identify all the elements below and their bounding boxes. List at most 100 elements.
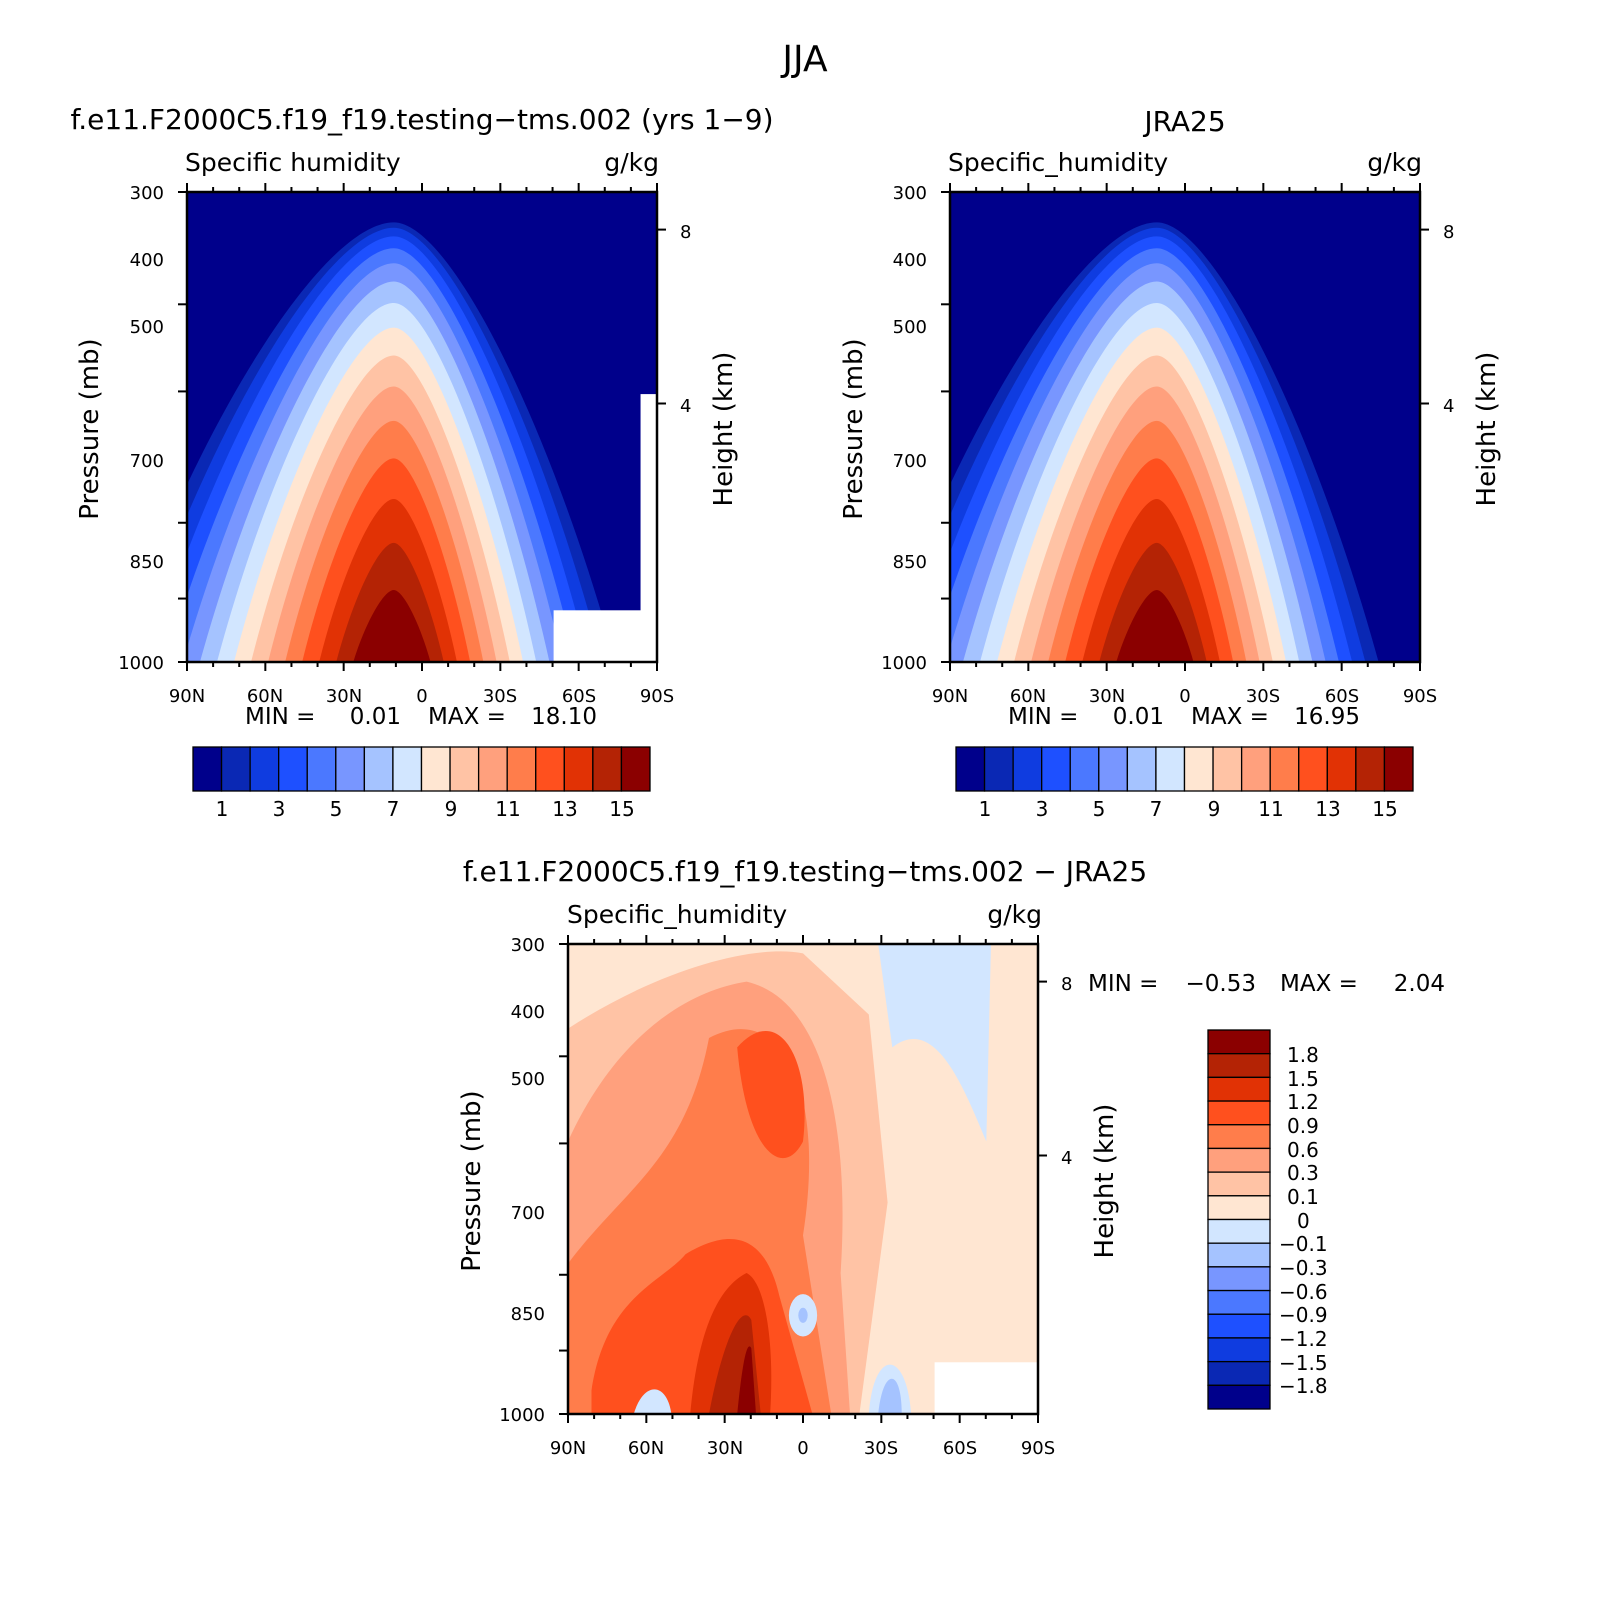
colorbar-swatch-10 (1207, 1266, 1271, 1292)
obs-p-label-500: 500 (893, 317, 927, 338)
obs-cb-label-11: 11 (1258, 797, 1283, 821)
missing-data-mask (934, 1362, 1038, 1414)
contour-band-neg0.1-north (633, 1389, 672, 1414)
obs-cb-label-7: 7 (1150, 797, 1163, 821)
colorbar-swatch-9 (1207, 1242, 1271, 1268)
colorbar-swatch-10 (477, 746, 508, 792)
diff-cb-label-0: 0 (1297, 1209, 1310, 1233)
model-lat-label-0: 0 (416, 686, 427, 707)
diff-cb-label-0.6: 0.6 (1287, 1138, 1319, 1162)
colorbar-swatch-11 (1269, 746, 1300, 792)
obs-variable-label: Specific_humidity (948, 148, 1168, 177)
diff-lat-label-60n: 60N (628, 1438, 664, 1459)
diff-ylabel: Pressure (mb) (457, 1090, 487, 1271)
obs-lat-label-90n: 90N (932, 686, 968, 707)
colorbar-swatch-12 (1207, 1313, 1271, 1339)
diff-cb-label-neg0.6: −0.6 (1279, 1280, 1328, 1304)
colorbar-swatch-8 (1183, 746, 1214, 792)
colorbar-swatch-11 (1207, 1289, 1271, 1315)
obs-h-label-8: 8 (1443, 222, 1454, 243)
obs-cb-label-15: 15 (1372, 797, 1397, 821)
model-cb-label-3: 3 (273, 797, 286, 821)
diff-p-label-400: 400 (511, 1002, 545, 1023)
panel-obs: Specific_humidity g/kg Pressure (mb) Hei… (839, 148, 1502, 821)
obs-axis-ticks (941, 183, 1429, 671)
diff-p-label-850: 850 (511, 1304, 545, 1325)
diff-lat-label-0: 0 (797, 1438, 808, 1459)
colorbar-swatch-14 (1207, 1360, 1271, 1386)
model-axis-ticks (178, 183, 666, 671)
figure-title: JJA (780, 39, 828, 80)
diff-contour-fill (568, 944, 1038, 1414)
obs-p-label-850: 850 (893, 552, 927, 573)
model-p-label-500: 500 (130, 317, 164, 338)
diff-cb-label-neg0.3: −0.3 (1279, 1256, 1328, 1280)
diff-lat-label-30s: 30S (864, 1438, 898, 1459)
obs-p-label-400: 400 (893, 250, 927, 271)
colorbar-swatch-6 (1126, 746, 1157, 792)
diff-y2label: Height (km) (1090, 1104, 1120, 1259)
diff-min-label: MIN = (1088, 971, 1158, 997)
panel-title-diff: f.e11.F2000C5.f19_f19.testing−tms.002 − … (463, 855, 1147, 888)
obs-ylabel: Pressure (mb) (839, 338, 869, 519)
diff-cb-label-0.1: 0.1 (1287, 1185, 1319, 1209)
colorbar-swatch-14 (1355, 746, 1386, 792)
colorbar-swatch-13 (563, 746, 594, 792)
colorbar-swatch-7 (392, 746, 423, 792)
diff-variable-label: Specific_humidity (567, 900, 787, 929)
contour-band-neg0.3-center (798, 1307, 808, 1323)
diff-p-label-700: 700 (511, 1203, 545, 1224)
obs-cb-label-13: 13 (1315, 797, 1340, 821)
diff-max-value: 2.04 (1394, 971, 1445, 997)
diff-cb-label-neg0.1: −0.1 (1279, 1232, 1328, 1256)
panel-model: Specific humidity g/kg Pressure (mb) Hei… (75, 148, 739, 821)
colorbar-swatch-12 (1298, 746, 1328, 792)
obs-lat-label-0: 0 (1179, 686, 1190, 707)
colorbar-swatch-9 (449, 746, 480, 792)
model-max-value: 18.10 (531, 704, 597, 730)
contour-band-neg0.3-south (878, 1378, 902, 1414)
obs-cb-label-5: 5 (1093, 797, 1106, 821)
diff-cb-label-neg1.8: −1.8 (1279, 1374, 1328, 1398)
model-cb-label-9: 9 (445, 797, 458, 821)
colorbar-swatch-11 (506, 746, 537, 792)
model-p-label-700: 700 (130, 451, 164, 472)
diff-p-label-500: 500 (511, 1069, 545, 1090)
model-cb-label-5: 5 (330, 797, 343, 821)
diff-cb-label-1.8: 1.8 (1287, 1043, 1319, 1067)
missing-data-mask-edge (640, 394, 657, 662)
colorbar-swatch-5 (335, 746, 366, 792)
obs-lat-label-30n: 30N (1089, 686, 1125, 707)
contour-band-0.9-upper (737, 1031, 805, 1159)
colorbar-swatch-6 (1207, 1171, 1271, 1197)
diff-cb-label-0.9: 0.9 (1287, 1114, 1319, 1138)
diff-units-label: g/kg (987, 900, 1042, 929)
colorbar-swatch-15 (620, 746, 651, 792)
diff-cb-label-neg0.9: −0.9 (1279, 1303, 1328, 1327)
contour-band-level-15 (1116, 590, 1194, 662)
colorbar-swatch-13 (1207, 1337, 1271, 1363)
obs-contour-fill (950, 192, 1420, 662)
obs-cb-label-9: 9 (1208, 797, 1221, 821)
colorbar-swatch-5 (1207, 1147, 1271, 1173)
colorbar-swatch-4 (306, 746, 337, 792)
colorbar-swatch-8 (420, 746, 451, 792)
model-cb-label-7: 7 (387, 797, 400, 821)
colorbar-swatch-1 (983, 746, 1014, 792)
diff-lat-label-90n: 90N (550, 1438, 586, 1459)
diff-cb-label-neg1.2: −1.2 (1279, 1327, 1328, 1351)
colorbar-swatch-0 (192, 746, 223, 792)
model-cb-label-15: 15 (609, 797, 634, 821)
diff-max-label: MAX = (1280, 971, 1358, 997)
colorbar-swatch-4 (1069, 746, 1100, 792)
colorbar-swatch-4 (1207, 1124, 1271, 1150)
colorbar-swatch-1 (220, 746, 251, 792)
colorbar-swatch-0 (1207, 1029, 1271, 1055)
obs-p-label-700: 700 (893, 451, 927, 472)
obs-p-label-300: 300 (893, 183, 927, 204)
obs-colorbar (955, 746, 1414, 792)
obs-tick-labels: 90N 60N 30N 0 30S 60S 90S 300 400 500 70… (881, 183, 1454, 707)
model-cb-label-13: 13 (552, 797, 577, 821)
obs-min-label: MIN = (1008, 704, 1078, 730)
obs-lat-label-90s: 90S (1403, 686, 1437, 707)
